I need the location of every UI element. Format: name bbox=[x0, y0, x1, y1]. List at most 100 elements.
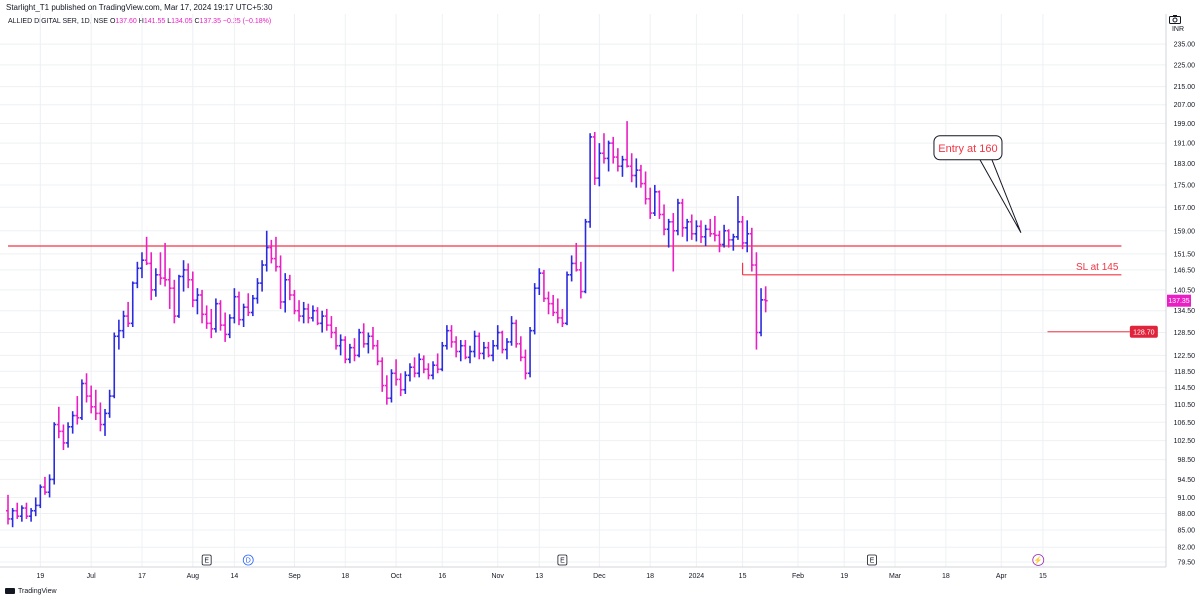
ohlc-bar bbox=[139, 252, 144, 279]
ohlc-bar bbox=[107, 389, 112, 418]
ohlc-bar bbox=[491, 340, 496, 362]
ohlc-bar bbox=[440, 341, 445, 372]
time-tick-label: 18 bbox=[341, 573, 349, 580]
dividend-marker bbox=[242, 554, 254, 566]
ohlc-bar bbox=[163, 242, 168, 287]
ohlc-bar bbox=[759, 288, 764, 337]
price-tick-label: 79.50 bbox=[1177, 560, 1195, 567]
ohlc-bar bbox=[509, 316, 514, 346]
ohlc-bar bbox=[449, 325, 454, 348]
price-tick-label: 110.50 bbox=[1174, 402, 1195, 409]
ohlc-bar bbox=[61, 424, 66, 450]
price-tick-label: 225.00 bbox=[1174, 62, 1196, 69]
ohlc-bar bbox=[731, 233, 736, 251]
ohlc-bar bbox=[15, 502, 20, 519]
ohlc-bar bbox=[24, 502, 29, 519]
symbol-legend: ALLIED DIGITAL SER, 1D, NSE O137.60 H141… bbox=[8, 18, 271, 25]
ohlc-bar bbox=[93, 389, 98, 421]
ohlc-bar bbox=[149, 252, 154, 301]
ohlc-bar bbox=[232, 288, 237, 324]
ohlc-bar bbox=[407, 363, 412, 382]
ohlc-bar bbox=[745, 220, 750, 253]
ohlc-bar bbox=[514, 319, 519, 348]
earnings-marker bbox=[557, 554, 568, 566]
ohlc-bar bbox=[634, 158, 639, 188]
time-tick-label: Nov bbox=[491, 573, 504, 580]
ohlc-bar bbox=[260, 260, 265, 292]
currency-label: INR bbox=[1172, 26, 1184, 33]
ohlc-bar bbox=[301, 301, 306, 324]
ohlc-bar bbox=[685, 218, 690, 242]
ohlc-bar bbox=[662, 204, 667, 236]
time-tick-label: Dec bbox=[593, 573, 606, 580]
price-marker-label: 128.70 bbox=[1133, 329, 1155, 336]
price-marker-badge bbox=[1129, 325, 1158, 338]
price-tick-label: 199.00 bbox=[1174, 121, 1196, 128]
sl-label: SL at 145 bbox=[1076, 262, 1119, 273]
time-tick-label: 18 bbox=[942, 573, 950, 580]
footer-brand-label: TradingView bbox=[18, 588, 57, 595]
ohlc-bar bbox=[680, 198, 685, 237]
time-tick-label: 16 bbox=[438, 573, 446, 580]
ohlc-bar bbox=[116, 319, 121, 350]
event-marker-label: D bbox=[246, 558, 251, 565]
ohlc-bar bbox=[712, 215, 717, 242]
ohlc-bar bbox=[463, 340, 468, 360]
ohlc-bar bbox=[435, 353, 440, 374]
ohlc-bar bbox=[370, 326, 375, 350]
footer-brand[interactable]: TradingView bbox=[5, 588, 57, 595]
ohlc-bar bbox=[126, 301, 131, 327]
price-tick-label: 235.00 bbox=[1174, 42, 1196, 49]
ohlc-bar bbox=[657, 190, 662, 219]
ohlc-bar bbox=[324, 308, 329, 331]
ohlc-bar bbox=[611, 136, 616, 164]
annotation-layer bbox=[8, 245, 1130, 333]
price-tick-label: 102.50 bbox=[1174, 438, 1196, 445]
close-label: C bbox=[194, 18, 200, 25]
price-tick-label: 106.50 bbox=[1174, 420, 1196, 427]
published-bar: Starlight_T1 published on TradingView.co… bbox=[0, 0, 1200, 14]
price-tick-label: 98.50 bbox=[1177, 457, 1195, 464]
ohlc-bar bbox=[195, 288, 200, 315]
entry-callout-label: Entry at 160 bbox=[938, 143, 997, 155]
ohlc-bar bbox=[237, 291, 241, 326]
ohlc-bar bbox=[89, 385, 94, 414]
ohlc-bar bbox=[176, 274, 181, 318]
price-tick-label: 151.50 bbox=[1174, 251, 1196, 258]
time-tick-label: Apr bbox=[996, 573, 1008, 580]
ohlc-bar bbox=[403, 371, 408, 394]
ohlc-bar bbox=[629, 153, 634, 183]
time-tick-label: 19 bbox=[36, 573, 44, 580]
ohlc-bar bbox=[213, 298, 218, 333]
price-tick-label: 167.00 bbox=[1174, 205, 1196, 212]
ohlc-bar bbox=[398, 373, 403, 397]
ohlc-bar bbox=[555, 298, 560, 324]
ohlc-bar bbox=[574, 242, 579, 272]
ohlc-bar bbox=[486, 341, 491, 358]
ohlc-bar bbox=[675, 198, 680, 236]
ohlc-bar bbox=[10, 508, 15, 528]
high-label: H bbox=[138, 18, 144, 25]
price-tick-label: 215.00 bbox=[1174, 84, 1196, 91]
event-markers: E D E E ⚡ bbox=[201, 554, 1045, 566]
open-value: 137.60 bbox=[115, 18, 137, 25]
close-value: 137.35 bbox=[199, 18, 221, 25]
ohlc-bar bbox=[167, 268, 172, 309]
ohlc-bar bbox=[361, 323, 366, 348]
ohlc-bar bbox=[592, 132, 597, 185]
ohlc-bar bbox=[749, 227, 754, 272]
ohlc-bar bbox=[615, 148, 620, 172]
camera-icon[interactable] bbox=[1169, 15, 1181, 24]
tradingview-logo-icon bbox=[5, 588, 15, 595]
ohlc-bar bbox=[204, 305, 209, 329]
ohlc-bar bbox=[6, 494, 10, 525]
ohlc-bar bbox=[532, 283, 537, 335]
ohlc-bar bbox=[454, 336, 459, 358]
price-tick-label: 134.50 bbox=[1174, 308, 1196, 315]
ohlc-bar bbox=[754, 252, 759, 350]
ohlc-bar bbox=[620, 155, 625, 177]
ohlc-bar bbox=[601, 133, 606, 164]
last-price-label: 137.35 bbox=[1168, 298, 1190, 305]
time-tick-label: 19 bbox=[840, 573, 848, 580]
